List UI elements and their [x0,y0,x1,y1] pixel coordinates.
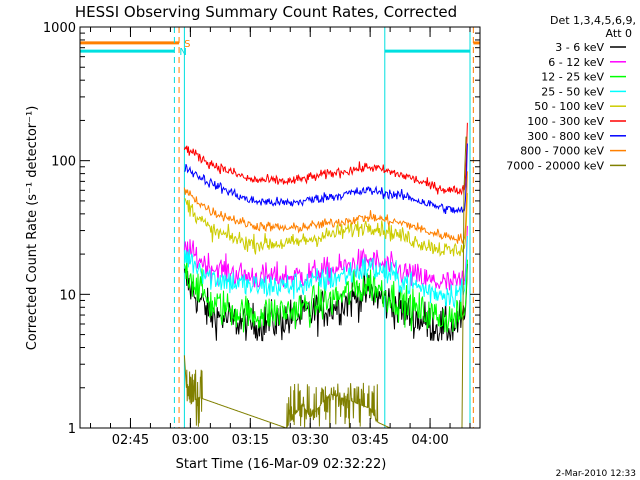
plot-frame [79,26,481,429]
legend: Det 1,3,4,5,6,9,Att 03 - 6 keV 6 - 12 keV… [506,14,636,172]
series-line-25-50-kev [183,235,468,309]
x-tick-label: 03:00 [172,433,209,448]
series-line-6-12-kev [183,225,468,291]
legend-entry-label: 6 - 12 keV [548,56,604,69]
x-tick-label: 02:45 [112,433,149,448]
legend-entry-label: 3 - 6 keV [555,41,604,54]
axes: 1 10 100 1000 02:45 03:00 03:15 03:30 03:45 04:00 [43,21,481,448]
y-tick-label: 100 [51,155,76,170]
legend-entry-label: 7000 - 20000 keV [506,159,604,172]
series-line-100-300-kev [183,122,468,196]
x-tick-label: 03:30 [291,433,328,448]
y-tick-label: 1 [68,422,76,437]
legend-header: Det 1,3,4,5,6,9, [550,14,636,27]
legend-entry-label: 25 - 50 keV [541,85,604,98]
chart-title: HESSI Observing Summary Count Rates, Cor… [75,3,457,21]
y-axis-label: Corrected Count Rate (s⁻¹ detector⁻¹) [25,106,40,351]
legend-entry-label: 800 - 7000 keV [520,145,604,158]
series-line-800-7000-kev [183,171,468,244]
x-tick-label: 03:45 [351,433,388,448]
flag-n: N [80,27,471,428]
legend-entry-label: 100 - 300 keV [527,115,604,128]
series-line-50-100-kev [184,193,468,257]
series-line-12-25-kev [183,257,468,333]
y-tick-label: 10 [59,288,76,303]
x-axis-label: Start Time (16-Mar-09 02:32:22) [176,457,387,472]
legend-header: Att 0 [606,27,632,40]
legend-entry-label: 300 - 800 keV [527,130,604,143]
footer-date: 2-Mar-2010 12:33 [556,469,636,479]
legend-entry-label: 50 - 100 keV [534,100,604,113]
x-tick-label: 04:00 [411,433,448,448]
plot-area: SN [80,27,480,429]
flag-label: S [184,39,190,50]
flag-label: N [179,47,186,58]
y-tick-label: 1000 [43,21,76,36]
legend-entry-label: 12 - 25 keV [541,71,604,84]
series-line-300-800-kev [184,143,468,215]
x-tick-label: 03:15 [232,433,269,448]
flag-s: S [80,27,480,428]
